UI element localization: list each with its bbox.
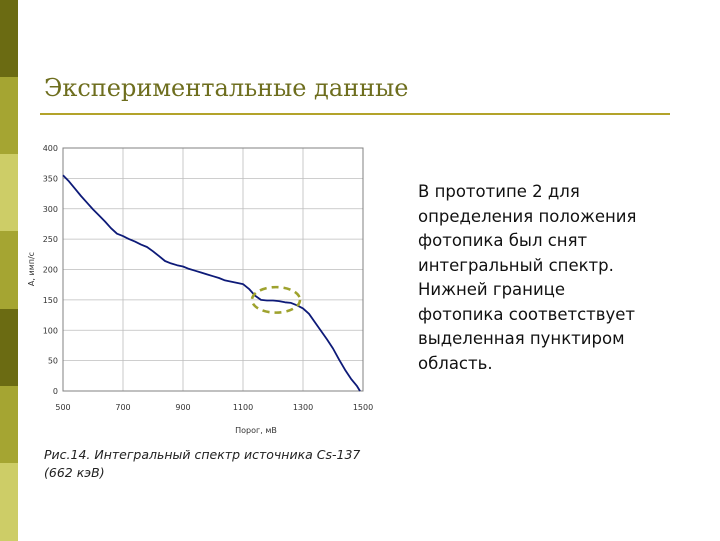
y-tick-label: 50 <box>48 357 58 366</box>
sidebar-block <box>0 0 18 79</box>
text-line: интегральный спектр. <box>418 255 614 275</box>
text-line: выделенная пунктиром <box>418 329 625 348</box>
text-line: фотопика был снят <box>418 231 588 250</box>
text-line: определения положения <box>418 206 637 226</box>
sidebar-block <box>0 385 18 464</box>
highlight-layer <box>250 285 302 314</box>
sidebar-block <box>0 462 18 541</box>
caption-line: Рис.14. Интегральный спектр источника Cs… <box>44 447 361 462</box>
x-tick-label: 700 <box>115 403 130 412</box>
text-line: фотопика соответствует <box>418 304 636 324</box>
series-layer <box>62 174 361 392</box>
text-line: В прототипе 2 для <box>418 182 580 201</box>
x-tick-label: 500 <box>55 403 70 412</box>
highlight-ellipse <box>250 285 302 314</box>
y-tick-label: 300 <box>43 205 58 214</box>
x-axis-label: Порог, мВ <box>235 426 277 435</box>
y-tick-label: 0 <box>53 387 58 396</box>
y-tick-labels: 400 350 300 250 200 150 100 50 0 <box>43 144 58 396</box>
chart-grid <box>63 148 363 391</box>
sidebar-block <box>0 308 18 387</box>
y-tick-label: 400 <box>43 144 58 153</box>
x-tick-label: 900 <box>175 403 190 412</box>
y-axis-label: А, имп/с <box>27 252 36 286</box>
figure-caption: Рис.14. Интегральный спектр источника Cs… <box>44 446 404 482</box>
sidebar-decoration <box>0 0 18 541</box>
caption-line: (662 кэВ) <box>44 465 105 480</box>
y-tick-label: 150 <box>43 296 58 305</box>
plot-area-frame <box>62 147 364 392</box>
x-tick-label: 1500 <box>353 403 373 412</box>
x-tick-labels: 500 700 900 1100 1300 1500 <box>55 403 373 412</box>
sidebar-block <box>0 77 18 156</box>
chart-background <box>20 136 410 446</box>
sidebar-block <box>0 154 18 233</box>
sidebar-block <box>0 231 18 310</box>
series-line <box>62 174 361 392</box>
description-text: В прототипе 2 для определения положения … <box>418 180 708 376</box>
x-tick-label: 1100 <box>233 403 253 412</box>
title-underline <box>40 113 670 115</box>
x-tick-label: 1300 <box>293 403 313 412</box>
slide-title: Экспериментальные данные <box>44 74 409 102</box>
text-line: Нижней границе <box>418 280 566 299</box>
y-tick-label: 200 <box>43 266 58 275</box>
y-tick-label: 350 <box>43 174 58 183</box>
text-line: область. <box>418 353 493 373</box>
y-tick-label: 250 <box>43 235 58 244</box>
y-tick-label: 100 <box>43 326 58 335</box>
